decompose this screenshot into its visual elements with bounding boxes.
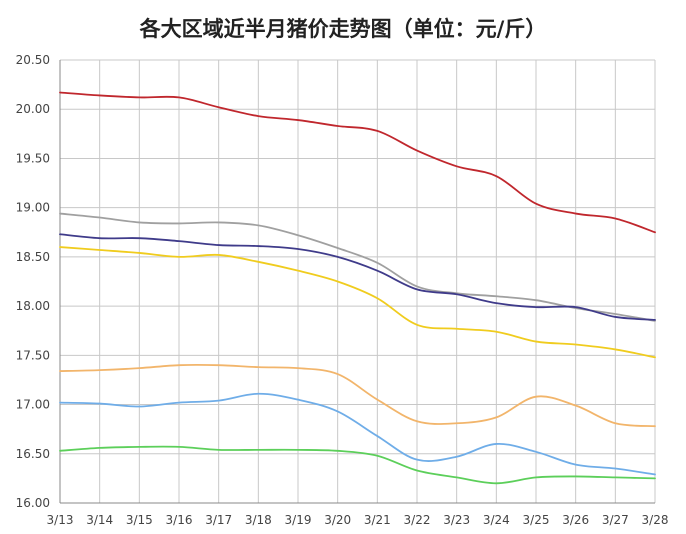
series-line-5 bbox=[59, 363, 656, 428]
y-tick-label: 20.00 bbox=[16, 102, 50, 116]
series-lines bbox=[59, 91, 656, 485]
series-line-7 bbox=[59, 445, 656, 485]
x-tick-label: 3/26 bbox=[562, 513, 589, 527]
y-tick-label: 18.50 bbox=[16, 250, 50, 264]
y-tick-label: 16.50 bbox=[16, 447, 50, 461]
x-tick-label: 3/17 bbox=[205, 513, 232, 527]
x-tick-label: 3/19 bbox=[285, 513, 312, 527]
y-tick-label: 18.00 bbox=[16, 299, 50, 313]
y-tick-label: 16.00 bbox=[16, 496, 50, 510]
x-tick-label: 3/13 bbox=[47, 513, 74, 527]
y-tick-label: 20.50 bbox=[16, 53, 50, 67]
grid bbox=[59, 59, 656, 504]
y-tick-label: 17.50 bbox=[16, 348, 50, 362]
chart-title: 各大区域近半月猪价走势图（单位：元/斤） bbox=[139, 17, 547, 41]
x-axis-ticks: 3/13 3/14 3/15 3/16 3/17 3/18 3/19 3/20 3/21 3/22… bbox=[47, 513, 669, 527]
x-tick-label: 3/18 bbox=[245, 513, 272, 527]
x-tick-label: 3/14 bbox=[86, 513, 113, 527]
series-line-1 bbox=[59, 91, 656, 234]
x-tick-label: 3/27 bbox=[602, 513, 629, 527]
x-tick-label: 3/24 bbox=[483, 513, 510, 527]
y-axis-ticks: 16.00 16.50 17.00 17.50 18.00 18.50 19.00 19.50… bbox=[16, 53, 50, 510]
y-tick-label: 17.00 bbox=[16, 398, 50, 412]
x-tick-label: 3/22 bbox=[404, 513, 431, 527]
x-tick-label: 3/25 bbox=[523, 513, 550, 527]
x-tick-label: 3/21 bbox=[364, 513, 391, 527]
y-tick-label: 19.50 bbox=[16, 151, 50, 165]
series-line-2 bbox=[59, 212, 656, 322]
x-tick-label: 3/23 bbox=[443, 513, 470, 527]
x-tick-label: 3/28 bbox=[642, 513, 669, 527]
series-line-6 bbox=[59, 392, 656, 476]
series-line-3 bbox=[59, 233, 656, 321]
series-line-4 bbox=[59, 246, 656, 359]
x-tick-label: 3/15 bbox=[126, 513, 153, 527]
x-tick-label: 3/20 bbox=[324, 513, 351, 527]
x-tick-label: 3/16 bbox=[166, 513, 193, 527]
y-tick-label: 19.00 bbox=[16, 201, 50, 215]
